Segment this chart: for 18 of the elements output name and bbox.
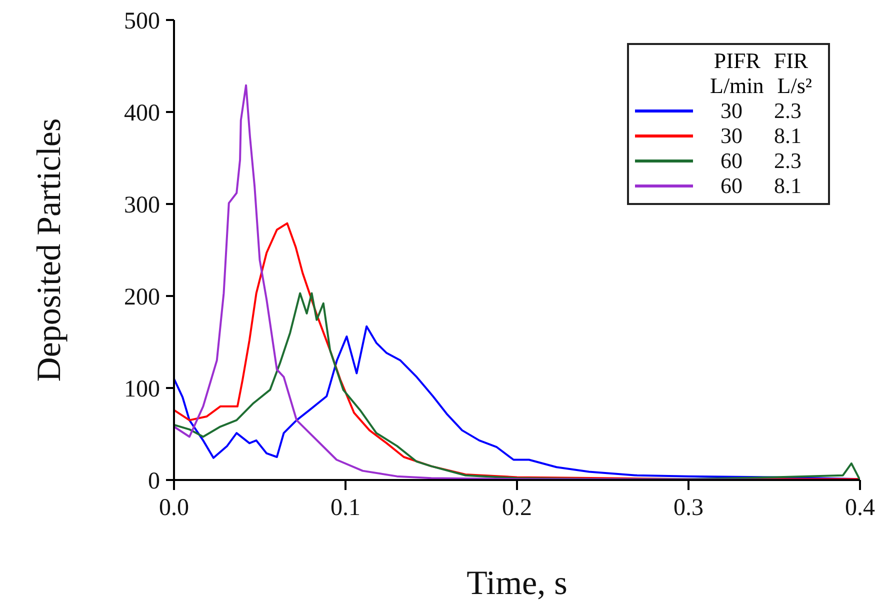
- x-tick-label: 0.2: [502, 495, 532, 522]
- y-tick-label: 100: [124, 376, 160, 403]
- legend-label: 60 2.3: [720, 148, 802, 173]
- legend-label: 60 8.1: [720, 173, 802, 198]
- y-tick-label: 500: [124, 8, 160, 35]
- x-tick-label: 0.4: [845, 495, 875, 522]
- x-tick-label: 0.1: [330, 495, 360, 522]
- x-tick-label: 0.0: [159, 495, 189, 522]
- y-tick-label: 200: [124, 284, 160, 311]
- x-axis-title: Time, s: [466, 565, 568, 602]
- x-tick-label: 0.3: [674, 495, 704, 522]
- y-tick-label: 400: [124, 100, 160, 127]
- legend-title: PIFR FIR L/min L/s²: [709, 48, 813, 98]
- y-tick-label: 300: [124, 192, 160, 219]
- y-tick-label: 0: [148, 468, 160, 495]
- y-axis-title: Deposited Particles: [31, 118, 68, 382]
- legend-label: 30 2.3: [720, 98, 802, 123]
- legend-label: 30 8.1: [720, 123, 802, 148]
